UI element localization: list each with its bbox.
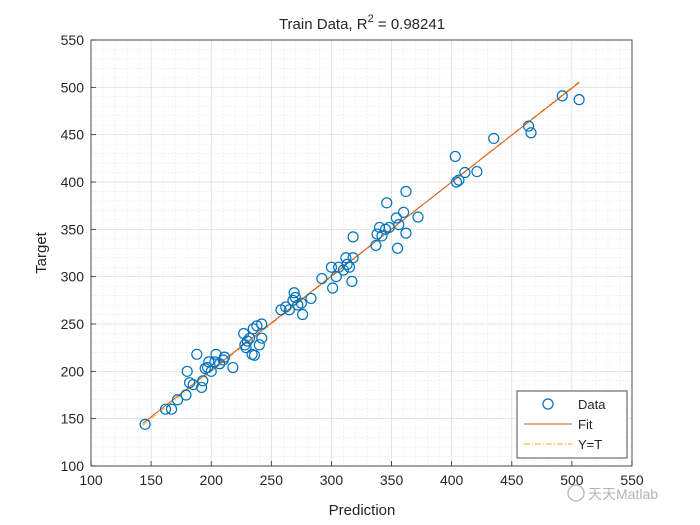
data-point xyxy=(171,394,184,406)
wechat-icon xyxy=(567,484,585,502)
legend-yt-label: Y=T xyxy=(578,437,602,452)
data-point xyxy=(471,165,483,178)
x-tick-label: 350 xyxy=(380,472,404,488)
data-point xyxy=(256,318,268,330)
data-point xyxy=(241,335,253,347)
data-point xyxy=(449,150,461,163)
plot-area-border xyxy=(90,39,633,467)
data-point xyxy=(205,365,217,377)
x-tick-label: 150 xyxy=(139,472,163,488)
data-point xyxy=(139,418,151,430)
y-tick-label: 350 xyxy=(61,221,85,237)
fit-lines xyxy=(142,81,580,426)
chart-title: Train Data, R2 = 0.98241 xyxy=(279,13,445,33)
legend-data-label: Data xyxy=(578,397,606,412)
data-point xyxy=(305,292,317,305)
y-tick-label: 200 xyxy=(61,363,85,379)
data-point xyxy=(343,261,356,273)
data-point xyxy=(393,219,405,231)
x-axis-label: Prediction xyxy=(329,502,396,519)
data-point xyxy=(381,197,393,209)
watermark: 天天Matlab xyxy=(567,484,658,502)
data-point xyxy=(400,227,412,239)
data-point xyxy=(525,127,537,139)
data-point xyxy=(209,356,221,368)
data-point xyxy=(370,239,382,252)
y-tick-label: 150 xyxy=(61,411,85,427)
data-point xyxy=(556,90,568,102)
data-point xyxy=(341,258,353,270)
grid xyxy=(90,39,633,467)
data-points xyxy=(139,90,585,430)
data-point xyxy=(337,264,350,276)
x-tick-label: 450 xyxy=(500,472,524,488)
data-point xyxy=(227,361,239,374)
x-tick-label: 100 xyxy=(79,472,103,488)
data-point xyxy=(390,212,402,224)
data-point xyxy=(256,332,268,344)
data-point xyxy=(240,342,252,354)
x-tick-label: 200 xyxy=(200,472,224,488)
data-point xyxy=(346,275,358,287)
data-point xyxy=(340,252,352,264)
data-point xyxy=(244,332,256,344)
data-point xyxy=(488,132,500,145)
data-point xyxy=(453,174,465,186)
data-point xyxy=(288,287,300,299)
legend-data-marker xyxy=(542,398,554,410)
data-point xyxy=(283,304,295,316)
data-point xyxy=(191,348,203,360)
data-point xyxy=(347,231,359,243)
data-point xyxy=(289,291,301,304)
data-point xyxy=(253,339,265,351)
data-point xyxy=(325,261,338,273)
data-point xyxy=(218,351,231,363)
data-point xyxy=(371,228,383,240)
y-tick-label: 100 xyxy=(61,458,85,474)
x-tick-label: 400 xyxy=(440,472,464,488)
data-point xyxy=(450,176,463,188)
y-tick-label: 450 xyxy=(61,127,85,143)
data-point xyxy=(159,403,172,415)
data-point xyxy=(391,242,404,254)
x-tick-label: 550 xyxy=(620,472,644,488)
data-point xyxy=(573,94,585,106)
data-point xyxy=(197,375,209,387)
data-point xyxy=(295,297,307,309)
data-point xyxy=(459,166,471,179)
x-tick-label: 250 xyxy=(260,472,284,488)
data-point xyxy=(248,349,261,361)
y-tick-label: 300 xyxy=(61,269,85,285)
data-point xyxy=(397,206,410,218)
y-tick-label: 400 xyxy=(61,174,85,190)
x-tick-label: 500 xyxy=(560,472,584,488)
y-tick-label: 500 xyxy=(61,79,85,95)
data-point xyxy=(165,403,178,415)
y-tick-label: 250 xyxy=(61,316,85,332)
data-point xyxy=(347,252,359,264)
data-point xyxy=(181,365,193,377)
data-point xyxy=(247,323,259,335)
data-point xyxy=(202,361,214,374)
x-tick-label: 300 xyxy=(320,472,344,488)
data-point xyxy=(296,308,309,321)
watermark-text: 天天Matlab xyxy=(588,486,658,502)
data-point xyxy=(376,230,388,242)
data-point xyxy=(180,389,192,401)
data-point xyxy=(196,381,208,394)
data-point xyxy=(251,320,263,332)
y-axis-label: Target xyxy=(33,231,50,274)
data-point xyxy=(316,272,328,285)
data-point xyxy=(400,185,412,198)
y-tick-label: 550 xyxy=(61,32,85,48)
legend[interactable]: Data Fit Y=T xyxy=(516,390,628,459)
data-point xyxy=(327,282,339,294)
data-point xyxy=(280,301,292,313)
legend-fit-label: Fit xyxy=(578,417,593,432)
data-point xyxy=(523,120,535,132)
tick-labels: 100 150 200 250 300 350 400 450 500 550 100 150 200 2… xyxy=(61,32,644,488)
data-point xyxy=(412,211,424,223)
